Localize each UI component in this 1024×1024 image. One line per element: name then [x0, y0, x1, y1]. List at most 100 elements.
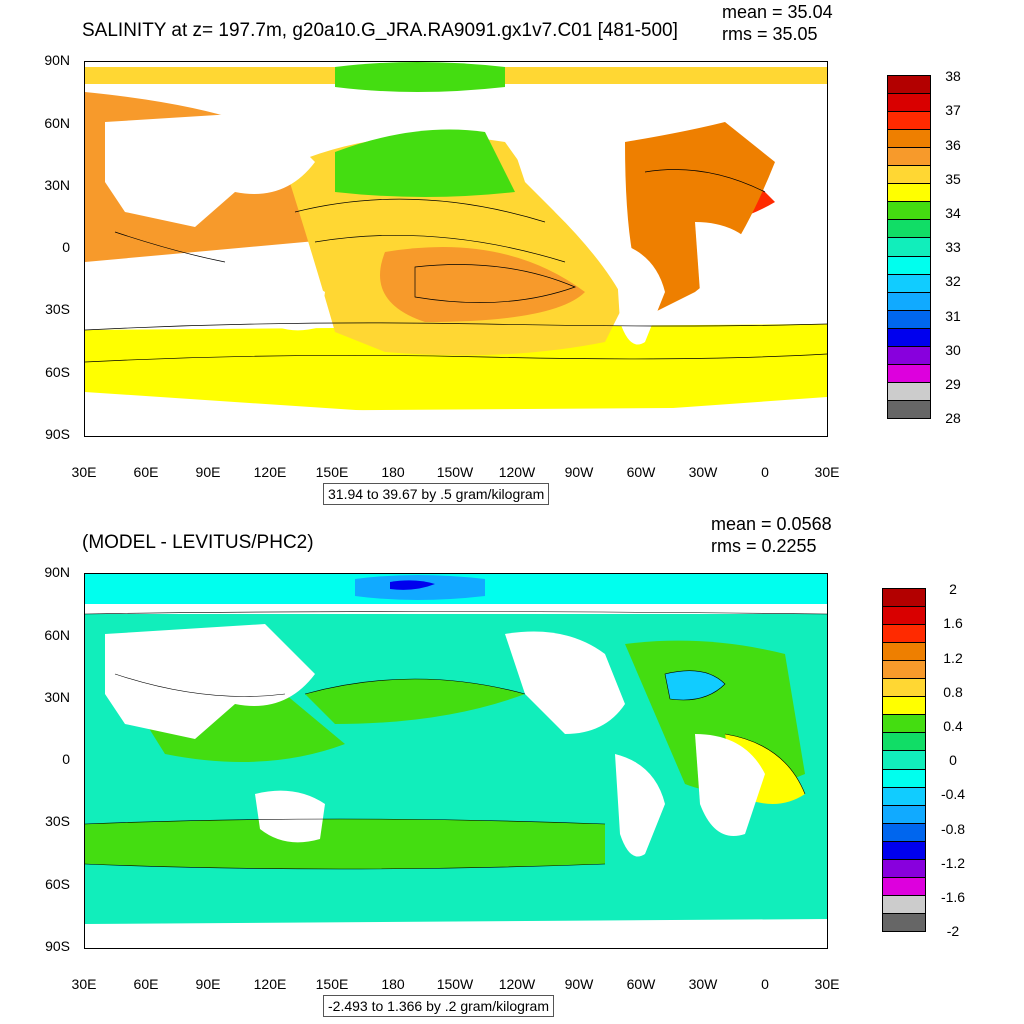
australia-landmass: [255, 790, 325, 843]
colorbar-swatch: [882, 696, 926, 716]
arctic-low: [335, 62, 505, 92]
lon-tick-label: 150W: [436, 976, 474, 992]
colorbar-label: 32: [945, 273, 961, 289]
colorbar-label: 0.8: [943, 684, 963, 700]
lon-tick-label: 30E: [71, 976, 97, 992]
lon-tick-label: 90W: [564, 976, 594, 992]
colorbar-label: 38: [945, 68, 961, 84]
colorbar-swatch: [882, 822, 926, 842]
lon-tick-label: 60W: [626, 464, 656, 480]
rms-value: rms = 35.05: [722, 24, 818, 44]
colorbar-label: 35: [945, 171, 961, 187]
australia-landmass: [255, 278, 325, 331]
colorbar-swatch: [882, 894, 926, 914]
lon-tick-label: 120W: [498, 464, 536, 480]
colorbar-label: -0.8: [940, 821, 966, 837]
southern-positive-band: [85, 819, 605, 869]
north-america-landmass: [505, 119, 625, 222]
colorbar-swatch: [887, 255, 931, 275]
lon-tick-label: 0: [761, 464, 769, 480]
map-plot-area: [84, 61, 828, 437]
colorbar-swatch: [882, 732, 926, 752]
lon-tick-label: 120E: [253, 464, 287, 480]
colorbar-swatch: [882, 876, 926, 896]
antarctica-landmass: [85, 407, 827, 436]
lat-tick-label: 90S: [45, 426, 70, 442]
colorbar-swatch: [882, 642, 926, 662]
lat-tick-label: 90S: [45, 938, 70, 954]
contour-range-label: 31.94 to 39.67 by .5 gram/kilogram: [323, 483, 550, 505]
south-america-landmass: [615, 754, 665, 857]
eurasia-landmass: [105, 112, 315, 227]
gulf-stream-low: [665, 670, 725, 700]
colorbar-label: 28: [945, 410, 961, 426]
colorbar-label: 31: [945, 308, 961, 324]
lon-tick-label: 30E: [814, 464, 840, 480]
lat-tick-label: 30S: [45, 813, 70, 829]
lat-tick-label: 30S: [45, 301, 70, 317]
lon-tick-label: 90E: [195, 976, 221, 992]
lon-tick-label: 60E: [133, 464, 159, 480]
lon-tick-label: 30E: [814, 976, 840, 992]
colorbar-label: -2: [946, 923, 960, 939]
difference-map: [85, 574, 827, 948]
lon-tick-label: 0: [761, 976, 769, 992]
colorbar-swatch: [887, 399, 931, 419]
pacific-positive-band: [305, 679, 525, 724]
lon-tick-label: 60W: [626, 976, 656, 992]
colorbar-label: 30: [945, 342, 961, 358]
africa-landmass: [695, 734, 765, 836]
map-title: (MODEL - LEVITUS/PHC2): [82, 532, 314, 553]
colorbar-label: -1.6: [940, 889, 966, 905]
colorbar-label: 2: [949, 581, 957, 597]
colorbar-swatch: [882, 714, 926, 734]
lon-tick-label: 150W: [436, 464, 474, 480]
lat-tick-label: 0: [62, 239, 70, 255]
lon-tick-label: 90E: [195, 464, 221, 480]
north-america-landmass: [505, 631, 625, 734]
lat-tick-label: 90N: [44, 564, 70, 580]
mean-value: mean = 35.04: [722, 2, 833, 22]
lat-tick-label: 60S: [45, 876, 70, 892]
colorbar-label: 29: [945, 376, 961, 392]
colorbar-swatch: [882, 660, 926, 680]
colorbar-swatch: [887, 219, 931, 239]
lon-tick-label: 30W: [688, 464, 718, 480]
southern-ocean-band: [85, 324, 827, 412]
colorbar-label: 36: [945, 137, 961, 153]
colorbar-swatch: [882, 588, 926, 608]
salinity-map: [85, 62, 827, 436]
lon-tick-label: 30W: [688, 976, 718, 992]
lat-tick-label: 90N: [44, 52, 70, 68]
south-america-landmass: [615, 242, 665, 345]
colorbar-label: 1.2: [943, 650, 963, 666]
mean-value: mean = 0.0568: [711, 514, 832, 534]
lat-tick-label: 0: [62, 751, 70, 767]
colorbar-swatch: [882, 840, 926, 860]
lon-tick-label: 150E: [315, 976, 349, 992]
rms-value: rms = 0.2255: [711, 536, 817, 556]
colorbar-label: 37: [945, 102, 961, 118]
lon-tick-label: 120E: [253, 976, 287, 992]
contour-lines: [85, 611, 827, 870]
lon-tick-label: 60E: [133, 976, 159, 992]
colorbar: [882, 588, 926, 932]
colorbar: [887, 75, 931, 419]
colorbar-label: 34: [945, 205, 961, 221]
colorbar-label: -0.4: [940, 786, 966, 802]
lon-tick-label: 120W: [498, 976, 536, 992]
lat-tick-label: 60N: [44, 115, 70, 131]
colorbar-label: 1.6: [943, 615, 963, 631]
colorbar-swatch: [882, 624, 926, 644]
eurasia-landmass: [105, 624, 315, 739]
colorbar-swatch: [882, 768, 926, 788]
lon-tick-label: 150E: [315, 464, 349, 480]
lat-tick-label: 30N: [44, 177, 70, 193]
africa-landmass: [695, 222, 765, 324]
lat-tick-label: 60N: [44, 627, 70, 643]
colorbar-swatch: [882, 858, 926, 878]
colorbar-swatch: [882, 750, 926, 770]
antarctica-landmass: [85, 919, 827, 948]
map-plot-area: [84, 573, 828, 949]
lat-tick-label: 60S: [45, 364, 70, 380]
